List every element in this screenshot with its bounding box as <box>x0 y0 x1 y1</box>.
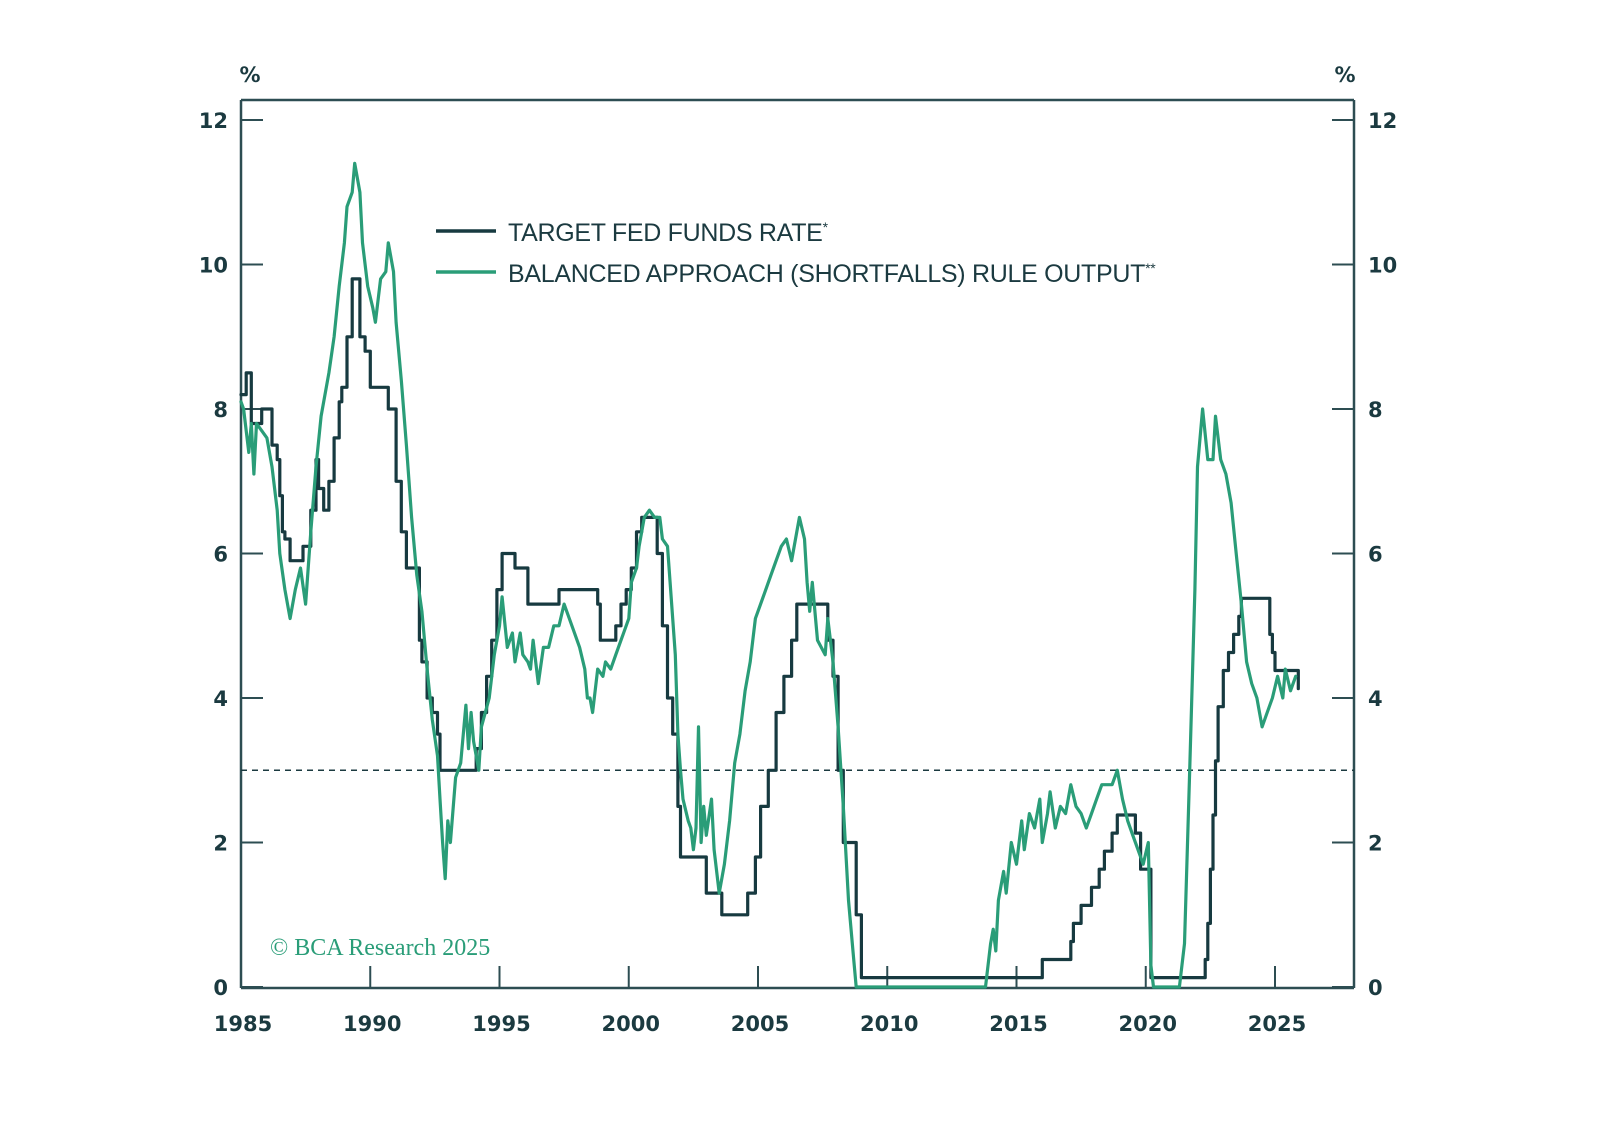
x-tick-label: 2015 <box>989 1012 1047 1036</box>
x-tick-label: 2025 <box>1248 1012 1306 1036</box>
y-tick-label-left: 4 <box>213 687 228 711</box>
y-tick-label-right: 6 <box>1368 543 1383 567</box>
left-axis-unit: % <box>239 63 260 87</box>
y-tick-label-right: 2 <box>1368 832 1383 856</box>
x-tick-label: 2010 <box>860 1012 918 1036</box>
series-group <box>239 161 1300 989</box>
legend-label-fed-funds: TARGET FED FUNDS RATE* <box>508 219 829 247</box>
series-line-target-fed-funds <box>239 277 1300 980</box>
x-tick-label: 1985 <box>214 1012 272 1036</box>
y-tick-label-left: 8 <box>213 398 228 422</box>
legend-item-fed-funds: TARGET FED FUNDS RATE* <box>436 219 829 247</box>
y-tick-label-left: 10 <box>199 254 228 278</box>
y-tick-label-right: 0 <box>1368 976 1383 1000</box>
series-line-balanced-approach <box>239 161 1298 989</box>
legend-label-text: TARGET FED FUNDS RATE <box>508 219 823 247</box>
y-tick-label-left: 2 <box>213 832 228 856</box>
legend-footnote-mark: * <box>823 219 829 235</box>
right-axis-unit: % <box>1334 63 1355 87</box>
legend: TARGET FED FUNDS RATE* BALANCED APPROACH… <box>436 219 1157 288</box>
x-tick-label: 2005 <box>731 1012 789 1036</box>
y-tick-label-left: 6 <box>213 543 228 567</box>
x-axis-ticks: 1985 1990 1995 2000 2005 2010 2015 2020 2025 <box>214 966 1306 1036</box>
x-tick-label: 1990 <box>343 1012 401 1036</box>
y-tick-label-right: 4 <box>1368 687 1383 711</box>
y-tick-label-right: 12 <box>1368 109 1397 133</box>
legend-label-balanced-approach: BALANCED APPROACH (SHORTFALLS) RULE OUTP… <box>508 260 1156 288</box>
y-tick-label-left: 0 <box>213 976 228 1000</box>
y-tick-label-right: 8 <box>1368 398 1383 422</box>
x-tick-label: 2020 <box>1119 1012 1177 1036</box>
legend-footnote-mark: ** <box>1145 260 1156 276</box>
x-tick-label: 2000 <box>602 1012 660 1036</box>
legend-label-text: BALANCED APPROACH (SHORTFALLS) RULE OUTP… <box>508 260 1145 288</box>
legend-item-balanced-approach: BALANCED APPROACH (SHORTFALLS) RULE OUTP… <box>436 260 1157 288</box>
y-axis-ticks: 0 0 2 2 4 4 6 6 8 8 10 10 12 12 <box>199 109 1397 1000</box>
y-tick-label-left: 12 <box>199 109 228 133</box>
x-tick-label: 1995 <box>472 1012 530 1036</box>
watermark: © BCA Research 2025 <box>270 935 490 961</box>
y-tick-label-right: 10 <box>1368 254 1397 278</box>
